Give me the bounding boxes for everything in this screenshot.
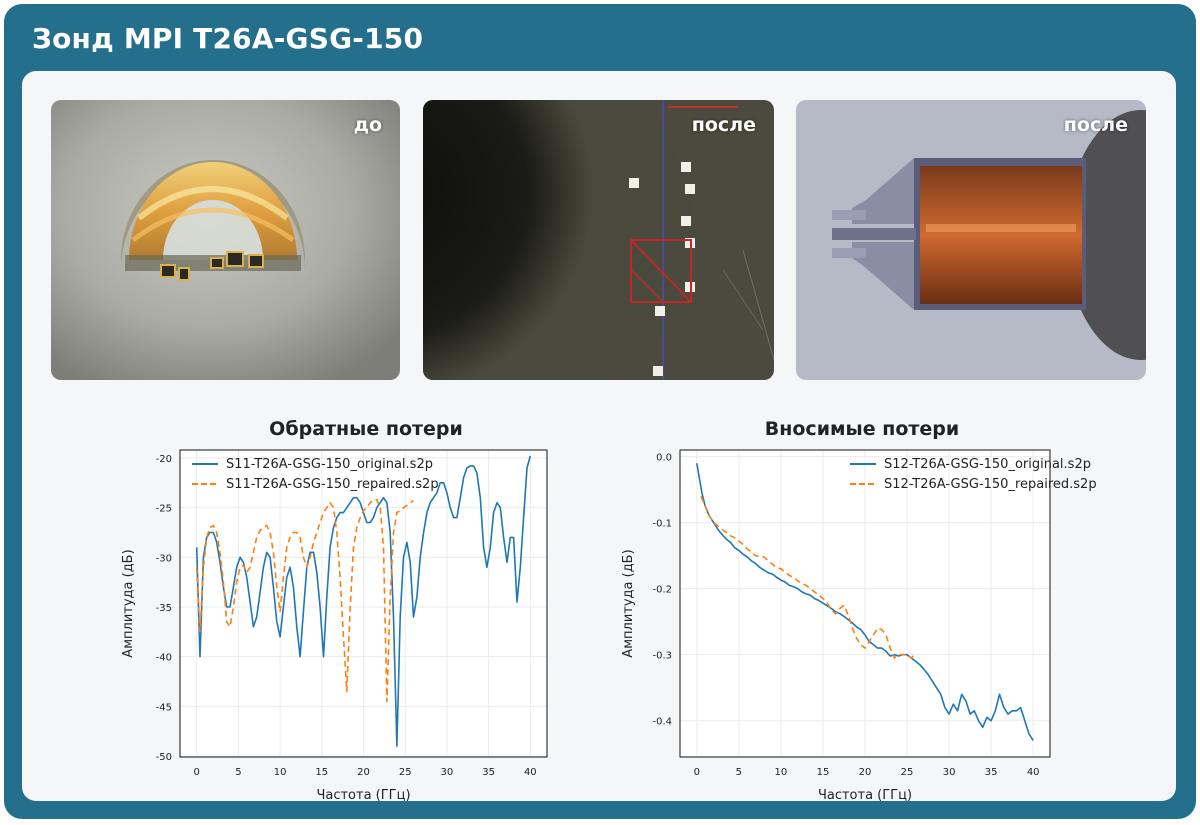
y-tick-label: -0.3 — [652, 651, 672, 662]
x-axis-label: Частота (ГГц) — [316, 788, 410, 803]
x-tick-label: 25 — [901, 767, 914, 778]
chart-title-insertion-loss: Вносимые потери — [764, 418, 960, 440]
x-tick-label: 10 — [775, 767, 788, 778]
insertion-loss-chart: 0 5 10 15 20 25 30 35 40 0.0 -0.1 -0.2 -0.3 -0.4 Часто… — [621, 449, 1097, 803]
series-line-original — [696, 463, 1034, 741]
x-tick-label: 0 — [694, 767, 700, 778]
legend-label: S11-T26A-GSG-150_original.s2p — [226, 457, 433, 472]
x-tick-label: 5 — [736, 767, 742, 778]
y-tick-label: -0.2 — [652, 585, 672, 596]
x-tick-label: 15 — [817, 767, 830, 778]
plot-frame — [179, 449, 548, 758]
legend-label: S12-T26A-GSG-150_original.s2p — [884, 457, 1091, 472]
y-tick-label: -50 — [156, 752, 172, 763]
x-tick-label: 35 — [482, 767, 495, 778]
y-tick-label: -20 — [156, 454, 172, 465]
page-title: Зонд MPI T26A-GSG-150 — [32, 22, 424, 55]
y-tick-label: -30 — [156, 553, 172, 564]
x-tick-label: 10 — [274, 767, 287, 778]
y-tick-label: -25 — [156, 504, 172, 515]
return-loss-chart: 0 5 10 15 20 25 30 35 40 -20 -25 -30 -35 -40 -45 -50 Час… — [121, 449, 548, 803]
legend-label: S12-T26A-GSG-150_repaired.s2p — [884, 477, 1097, 492]
series-line-original — [195, 455, 532, 747]
y-tick-label: 0.0 — [656, 453, 672, 464]
x-tick-label: 30 — [943, 767, 956, 778]
y-axis-label: Амплитуда (дБ) — [121, 549, 136, 657]
probe-photo-before: до — [51, 100, 400, 380]
y-axis-label: Амплитуда (дБ) — [621, 549, 636, 657]
x-tick-label: 20 — [357, 767, 370, 778]
y-tick-label: -0.1 — [652, 519, 672, 530]
x-tick-label: 25 — [399, 767, 412, 778]
chart-title-return-loss: Обратные потери — [269, 418, 463, 440]
x-tick-label: 20 — [859, 767, 872, 778]
y-tick-label: -35 — [156, 603, 172, 614]
legend-label: S11-T26A-GSG-150_repaired.s2p — [226, 477, 439, 492]
x-axis-label: Частота (ГГц) — [818, 788, 912, 803]
probe-photo-after-side: после — [796, 100, 1146, 380]
probe-photo-after-microscope: после — [423, 100, 774, 380]
photo-label-before: до — [353, 114, 382, 136]
x-tick-label: 35 — [985, 767, 998, 778]
x-tick-label: 40 — [524, 767, 537, 778]
x-tick-label: 30 — [441, 767, 454, 778]
photo-label-after-2: после — [1063, 114, 1128, 136]
photo-label-after-1: после — [691, 114, 756, 136]
y-tick-label: -45 — [156, 702, 172, 713]
series-line-repaired — [700, 495, 917, 659]
y-tick-label: -0.4 — [652, 717, 672, 728]
x-tick-label: 15 — [315, 767, 328, 778]
plot-frame — [679, 449, 1051, 758]
series-line-repaired — [195, 498, 414, 703]
x-tick-label: 0 — [193, 767, 199, 778]
y-tick-label: -40 — [156, 653, 172, 664]
x-tick-label: 5 — [235, 767, 241, 778]
x-tick-label: 40 — [1027, 767, 1040, 778]
